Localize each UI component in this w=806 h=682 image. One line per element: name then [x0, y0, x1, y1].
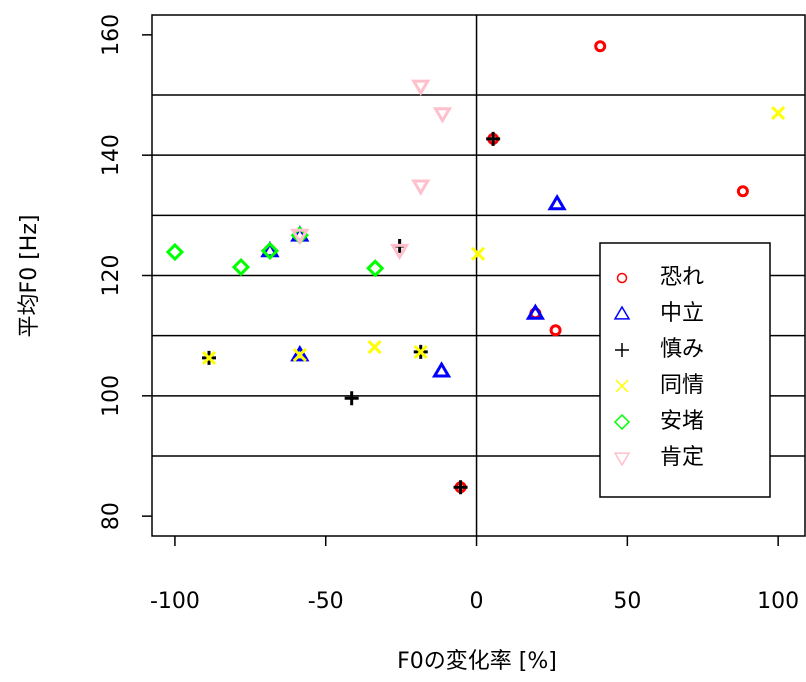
point: [201, 350, 217, 365]
point: [413, 344, 428, 359]
point: [431, 361, 452, 378]
legend-label: 中立: [660, 301, 704, 326]
y-tick-label: 140: [99, 134, 124, 176]
y-axis-label: 平均F0 [Hz]: [17, 215, 42, 338]
point: [525, 303, 545, 320]
legend-box: [599, 242, 771, 498]
point: [486, 131, 501, 146]
legend-marker: [613, 413, 631, 431]
y-tick-label: 160: [99, 14, 124, 56]
point: [470, 246, 486, 261]
x-tick-label: 0: [470, 589, 484, 614]
legend-label: 恐れ: [660, 265, 704, 290]
x-tick-label: -50: [308, 589, 344, 614]
point: [771, 106, 786, 121]
legend-marker: [616, 272, 628, 284]
legend-marker: [615, 379, 629, 393]
point: [549, 324, 562, 337]
legend-marker: [615, 343, 629, 357]
legend-label: 安堵: [660, 409, 704, 434]
point: [165, 242, 185, 262]
y-tick-label: 120: [99, 255, 124, 297]
point: [292, 347, 307, 362]
point: [453, 480, 468, 495]
x-tick-label: -100: [150, 589, 200, 614]
x-tick-label: 100: [757, 589, 799, 614]
point: [367, 340, 382, 355]
point: [260, 241, 280, 260]
legend-marker: [613, 305, 631, 320]
legend-label: 肯定: [660, 445, 704, 470]
point: [736, 185, 749, 198]
point: [344, 391, 359, 406]
point: [594, 40, 607, 53]
point: [390, 243, 410, 261]
point: [290, 228, 310, 246]
legend-marker: [613, 452, 631, 467]
legend-label: 慎み: [660, 337, 704, 362]
point: [411, 79, 431, 96]
plot-border: [151, 14, 806, 537]
point: [432, 107, 453, 124]
point: [411, 179, 431, 196]
point: [290, 344, 310, 362]
x-axis-label: F0の変化率 [%]: [397, 649, 557, 674]
legend-label: 同情: [660, 373, 704, 398]
point: [231, 257, 251, 277]
y-tick-label: 80: [99, 502, 124, 530]
x-tick-label: 50: [613, 589, 641, 614]
y-tick-label: 100: [99, 375, 124, 417]
point: [547, 193, 567, 211]
point: [366, 259, 385, 278]
